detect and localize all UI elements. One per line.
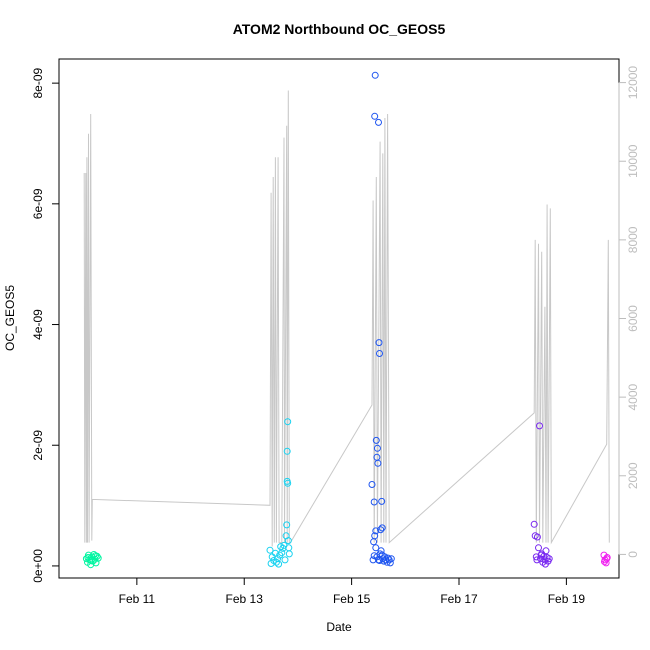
y-tick-label: 2e-09 — [31, 430, 45, 461]
y-axis-label: OC_GEOS5 — [3, 285, 17, 351]
oc-geos5-series — [82, 71, 611, 569]
data-point — [92, 552, 99, 560]
y-tick-label: 6e-09 — [31, 188, 45, 219]
y-axis-left: 0e+00 2e-09 4e-09 6e-09 8e-09 — [31, 67, 60, 583]
data-point — [603, 555, 611, 563]
x-tick-label: Feb 13 — [226, 592, 264, 606]
y2-tick-label: 4000 — [626, 383, 640, 410]
data-point — [285, 544, 293, 552]
data-point — [537, 551, 545, 559]
data-point — [532, 553, 540, 561]
data-point — [266, 546, 274, 554]
data-point — [378, 497, 386, 505]
x-axis-label: Date — [326, 620, 352, 634]
data-point — [536, 422, 543, 430]
data-point — [371, 532, 379, 540]
data-point — [541, 556, 549, 564]
data-point — [542, 547, 550, 555]
data-point — [283, 521, 291, 529]
data-point — [376, 557, 383, 564]
data-point — [283, 447, 291, 455]
x-axis: Feb 11 Feb 13 Feb 15 Feb 17 Feb 19 — [119, 577, 586, 606]
data-point — [368, 481, 376, 488]
x-tick-label: Feb 15 — [333, 592, 371, 606]
data-point — [545, 555, 553, 563]
y-tick-label: 4e-09 — [31, 309, 45, 340]
data-point — [372, 527, 380, 535]
data-point — [281, 556, 289, 564]
data-point — [535, 544, 542, 552]
data-point — [371, 71, 379, 79]
data-point — [378, 551, 386, 559]
y-axis-right: 0 2000 4000 6000 8000 10000 12000 — [618, 66, 640, 558]
data-point — [376, 350, 383, 357]
y-tick-label: 0e+00 — [31, 549, 45, 583]
data-point — [375, 339, 383, 347]
data-point — [541, 560, 549, 568]
chart-title: ATOM2 Northbound OC_GEOS5 — [233, 21, 446, 37]
data-point — [373, 444, 381, 452]
x-tick-label: Feb 17 — [440, 592, 478, 606]
y2-tick-label: 10000 — [626, 144, 640, 178]
data-point — [371, 112, 379, 120]
data-point — [378, 524, 386, 532]
y2-tick-label: 8000 — [626, 226, 640, 253]
data-point — [372, 436, 380, 444]
y2-tick-label: 2000 — [626, 462, 640, 489]
data-point — [533, 533, 541, 541]
altitude-series — [83, 90, 610, 547]
data-point — [370, 498, 378, 506]
x-tick-label: Feb 11 — [119, 592, 156, 606]
data-point — [386, 559, 394, 567]
y2-tick-label: 12000 — [626, 66, 640, 100]
data-point — [533, 556, 541, 564]
data-point — [87, 557, 95, 564]
data-point — [370, 538, 378, 546]
data-point — [275, 560, 283, 568]
data-point — [374, 459, 382, 467]
data-point — [285, 550, 293, 558]
data-point — [377, 526, 385, 534]
data-point — [372, 544, 380, 552]
x-tick-label: Feb 19 — [548, 592, 586, 606]
y2-tick-label: 0 — [626, 551, 640, 558]
data-point — [284, 418, 292, 426]
data-point — [284, 537, 292, 545]
y2-tick-label: 6000 — [626, 305, 640, 332]
data-point — [284, 479, 292, 487]
data-point — [375, 118, 382, 126]
y-tick-label: 8e-09 — [31, 67, 45, 98]
data-point — [530, 520, 538, 528]
altitude-line — [83, 90, 610, 547]
data-point — [278, 549, 286, 557]
data-point — [272, 558, 280, 566]
data-point — [370, 552, 378, 560]
data-point — [377, 547, 385, 555]
data-point — [387, 555, 395, 563]
